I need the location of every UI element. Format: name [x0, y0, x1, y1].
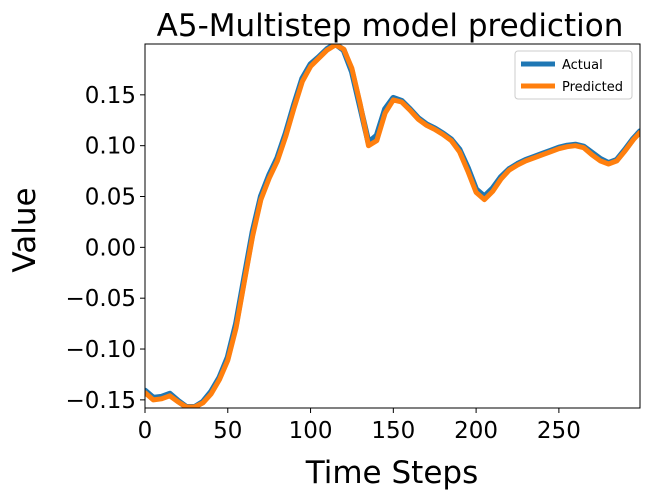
chart-title: A5-Multistep model prediction: [157, 8, 624, 44]
x-axis-title: Time Steps: [305, 455, 478, 491]
x-axis: 0 50 100 150 200 250: [138, 408, 581, 444]
x-tick-label: 150: [371, 418, 415, 444]
y-tick-label: 0.00: [85, 235, 136, 261]
legend: Actual Predicted: [514, 50, 633, 100]
plot-area: [144, 43, 641, 409]
x-tick-label: 0: [138, 418, 153, 444]
plot-frame: [144, 43, 641, 409]
y-axis-title: Value: [7, 187, 43, 272]
series-line-predicted: [145, 44, 640, 408]
y-tick-label: −0.15: [66, 388, 136, 414]
y-tick-label: 0.15: [85, 83, 136, 109]
legend-label-predicted: Predicted: [562, 80, 623, 95]
legend-label-actual: Actual: [562, 58, 603, 73]
y-tick-label: −0.05: [66, 286, 136, 312]
y-tick-label: −0.10: [66, 337, 136, 363]
x-tick-label: 50: [213, 418, 242, 444]
y-tick-label: 0.05: [85, 185, 136, 211]
y-tick-label: 0.10: [85, 134, 136, 160]
y-axis: −0.15 −0.10 −0.05 0.00 0.05 0.10 0.15: [66, 83, 145, 414]
x-tick-label: 200: [454, 418, 498, 444]
x-tick-label: 250: [537, 418, 581, 444]
x-tick-label: 100: [289, 418, 333, 444]
